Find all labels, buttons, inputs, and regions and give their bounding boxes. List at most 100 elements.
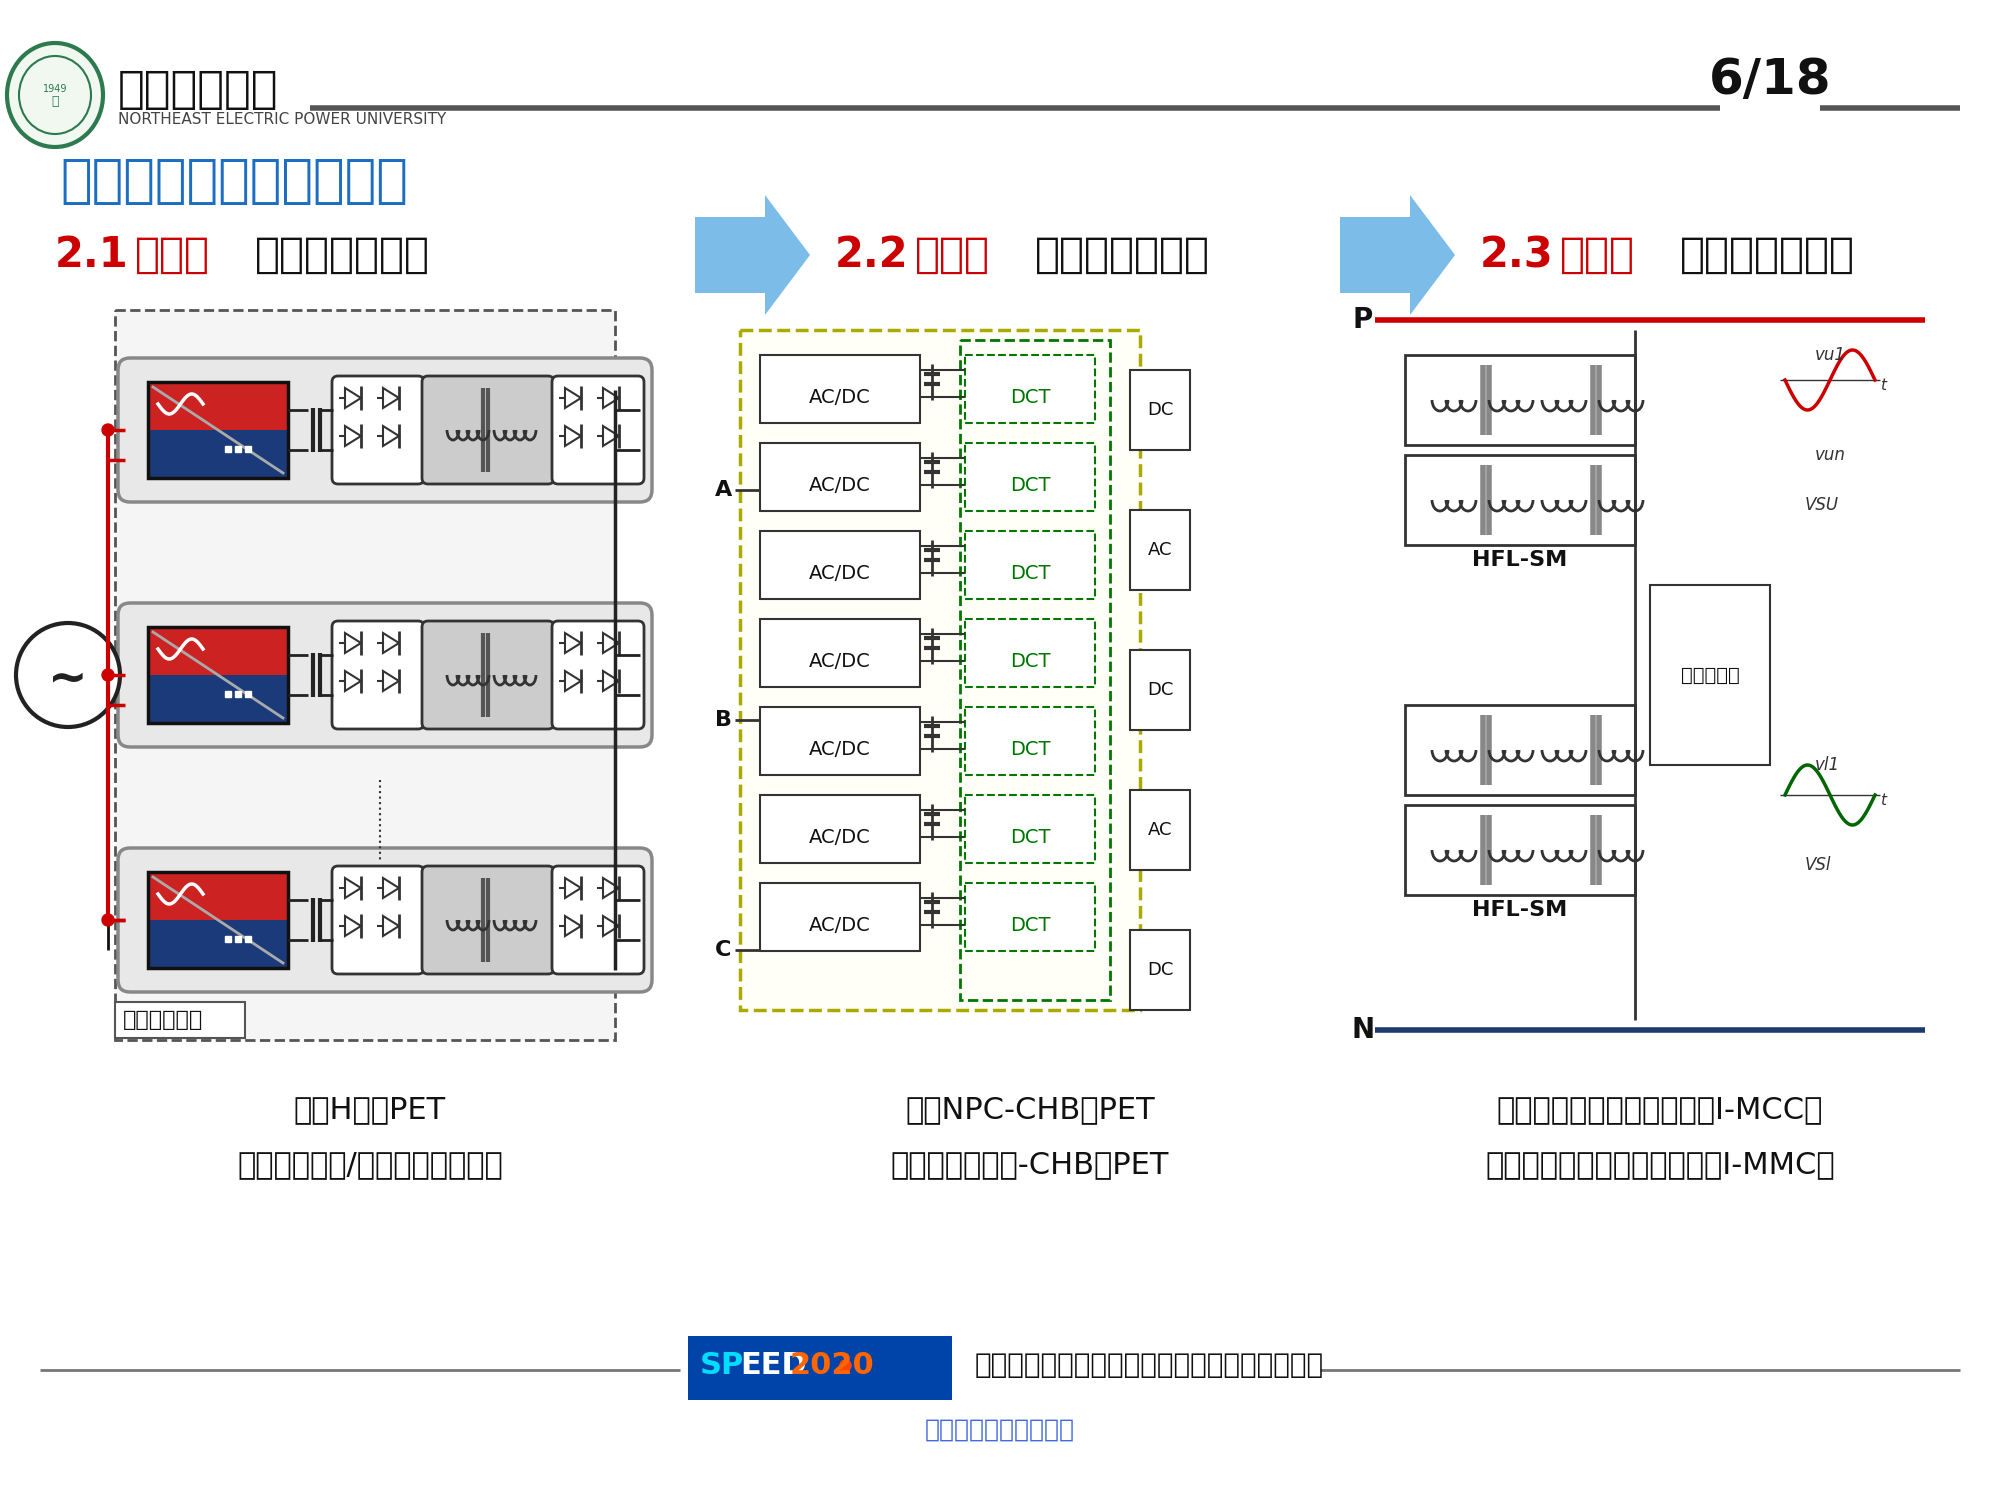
Bar bbox=[740, 330, 1141, 1010]
Text: B: B bbox=[714, 710, 732, 729]
Text: C: C bbox=[714, 940, 732, 961]
Bar bbox=[148, 627, 288, 675]
FancyBboxPatch shape bbox=[332, 621, 424, 729]
Text: DC: DC bbox=[1147, 681, 1173, 699]
Text: DCT: DCT bbox=[1011, 740, 1051, 758]
Text: N: N bbox=[1351, 1016, 1375, 1045]
Text: 隔离型模块化级联变换器（I-MCC）: 隔离型模块化级联变换器（I-MCC） bbox=[1497, 1096, 1823, 1124]
Text: HFL-SM: HFL-SM bbox=[1473, 549, 1567, 570]
Bar bbox=[1651, 585, 1771, 766]
Circle shape bbox=[102, 423, 114, 435]
Text: t: t bbox=[1881, 793, 1887, 808]
Text: t: t bbox=[1881, 377, 1887, 392]
Circle shape bbox=[102, 669, 114, 681]
Text: DCT: DCT bbox=[1011, 476, 1051, 494]
Text: 隔离型模块化多电平变换器（I-MMC）: 隔离型模块化多电平变换器（I-MMC） bbox=[1485, 1150, 1835, 1180]
Text: 双级型: 双级型 bbox=[134, 234, 210, 276]
Bar bbox=[1131, 371, 1191, 450]
Text: 级联型变换器: 级联型变换器 bbox=[122, 1010, 204, 1030]
Text: 1949: 1949 bbox=[42, 84, 68, 95]
Text: DCT: DCT bbox=[1011, 651, 1051, 671]
Text: EED: EED bbox=[740, 1351, 806, 1379]
Circle shape bbox=[16, 623, 120, 726]
Bar bbox=[148, 429, 288, 477]
Bar bbox=[760, 356, 920, 423]
Text: VSU: VSU bbox=[1805, 495, 1839, 513]
Circle shape bbox=[102, 914, 114, 926]
Text: 2.3: 2.3 bbox=[1481, 234, 1553, 276]
Bar bbox=[148, 872, 288, 968]
Text: SP: SP bbox=[700, 1351, 744, 1379]
Bar bbox=[760, 531, 920, 599]
Bar bbox=[964, 356, 1095, 423]
Bar bbox=[760, 443, 920, 510]
FancyBboxPatch shape bbox=[332, 375, 424, 483]
Text: 2020: 2020 bbox=[790, 1351, 874, 1379]
Bar bbox=[960, 341, 1111, 1000]
Text: 桥臂电抗器: 桥臂电抗器 bbox=[1681, 665, 1739, 684]
FancyBboxPatch shape bbox=[118, 603, 652, 747]
Text: NORTHEAST ELECTRIC POWER UNIVERSITY: NORTHEAST ELECTRIC POWER UNIVERSITY bbox=[118, 113, 446, 128]
Text: P: P bbox=[1353, 306, 1373, 335]
Polygon shape bbox=[694, 195, 810, 315]
Text: AC/DC: AC/DC bbox=[808, 916, 870, 935]
Bar bbox=[1405, 455, 1635, 545]
Text: AC/DC: AC/DC bbox=[808, 827, 870, 847]
FancyBboxPatch shape bbox=[688, 1336, 952, 1400]
Text: 6/18: 6/18 bbox=[1709, 56, 1831, 104]
Text: 混合型: 混合型 bbox=[914, 234, 990, 276]
Text: AC/DC: AC/DC bbox=[808, 387, 870, 407]
Bar bbox=[148, 675, 288, 723]
FancyBboxPatch shape bbox=[332, 866, 424, 974]
Bar bbox=[964, 443, 1095, 510]
Bar bbox=[760, 707, 920, 775]
Bar bbox=[964, 707, 1095, 775]
Bar bbox=[760, 618, 920, 687]
Bar bbox=[964, 531, 1095, 599]
Text: 第十四届中国高校电力电子与电气传动学术年会: 第十四届中国高校电力电子与电气传动学术年会 bbox=[974, 1351, 1325, 1379]
Bar bbox=[148, 872, 288, 920]
Text: 电力电子变压器: 电力电子变压器 bbox=[1681, 234, 1855, 276]
FancyBboxPatch shape bbox=[552, 375, 644, 483]
Bar bbox=[148, 381, 288, 477]
Text: 电力电子变压器研究思路: 电力电子变压器研究思路 bbox=[60, 155, 408, 207]
Text: vun: vun bbox=[1815, 446, 1845, 464]
Bar bbox=[760, 883, 920, 952]
Text: 东: 东 bbox=[52, 95, 58, 108]
Bar bbox=[1405, 356, 1635, 444]
Text: 东北电力大学: 东北电力大学 bbox=[118, 68, 278, 111]
Text: A: A bbox=[714, 480, 732, 500]
Polygon shape bbox=[1341, 195, 1455, 315]
FancyBboxPatch shape bbox=[422, 375, 554, 483]
Text: AC/DC: AC/DC bbox=[808, 740, 870, 758]
FancyBboxPatch shape bbox=[422, 621, 554, 729]
Text: AC/DC: AC/DC bbox=[808, 651, 870, 671]
FancyBboxPatch shape bbox=[422, 866, 554, 974]
Bar bbox=[1405, 705, 1635, 796]
Text: DC: DC bbox=[1147, 961, 1173, 979]
Bar bbox=[114, 1003, 244, 1039]
Bar bbox=[1131, 931, 1191, 1010]
Bar bbox=[148, 627, 288, 723]
Bar bbox=[1131, 790, 1191, 871]
Bar bbox=[1405, 805, 1635, 895]
Bar bbox=[760, 796, 920, 863]
Text: 基于NPC-CHB型PET: 基于NPC-CHB型PET bbox=[904, 1096, 1155, 1124]
Ellipse shape bbox=[6, 44, 102, 147]
Text: 基于方波变换器-CHB型PET: 基于方波变换器-CHB型PET bbox=[890, 1150, 1169, 1180]
Text: DC: DC bbox=[1147, 401, 1173, 419]
Text: 级联H桥型PET: 级联H桥型PET bbox=[294, 1096, 446, 1124]
Text: DCT: DCT bbox=[1011, 387, 1051, 407]
FancyBboxPatch shape bbox=[552, 621, 644, 729]
Text: 电力电子变压器: 电力电子变压器 bbox=[1035, 234, 1211, 276]
Text: vl1: vl1 bbox=[1815, 757, 1841, 775]
Text: ~: ~ bbox=[48, 656, 88, 701]
FancyBboxPatch shape bbox=[118, 848, 652, 992]
Text: 《电工技术学报》发布: 《电工技术学报》发布 bbox=[924, 1418, 1075, 1442]
Text: DCT: DCT bbox=[1011, 916, 1051, 935]
Text: AC/DC: AC/DC bbox=[808, 476, 870, 494]
Text: 2.1: 2.1 bbox=[54, 234, 128, 276]
Text: 2.2: 2.2 bbox=[834, 234, 908, 276]
Text: HFL-SM: HFL-SM bbox=[1473, 901, 1567, 920]
Bar bbox=[148, 381, 288, 429]
